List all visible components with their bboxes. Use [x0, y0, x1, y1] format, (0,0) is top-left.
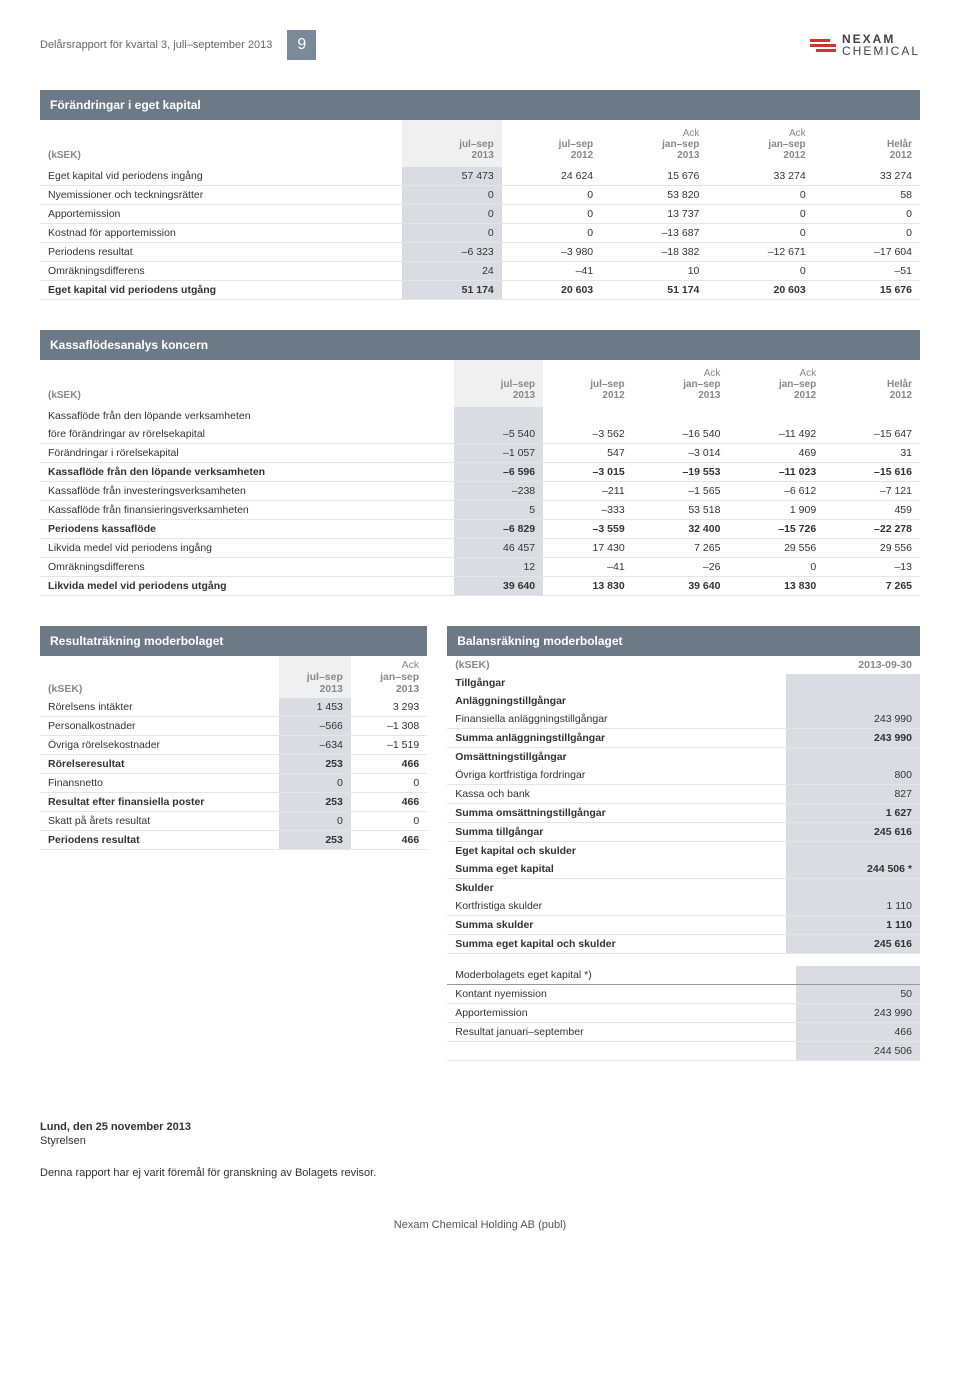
logo-bars-icon — [810, 39, 836, 52]
logo-text: NEXAM CHEMICAL — [842, 33, 920, 57]
equity-table: (kSEK)jul–sep2013jul–sep2012Ackjan–sep20… — [40, 120, 920, 300]
page-header: Delårsrapport för kvartal 3, juli–septem… — [40, 30, 920, 60]
header-left: Delårsrapport för kvartal 3, juli–septem… — [40, 30, 316, 60]
balance-parent-table: (kSEK) 2013-09-30 TillgångarAnläggningst… — [447, 656, 920, 954]
auditor-note: Denna rapport har ej varit föremål för g… — [40, 1167, 920, 1179]
page: Delårsrapport för kvartal 3, juli–septem… — [0, 0, 960, 1261]
table-income-parent: Resultaträkning moderbolaget (kSEK)jul–s… — [40, 626, 427, 850]
table-cashflow: Kassaflödesanalys koncern (kSEK)jul–sep2… — [40, 330, 920, 596]
table-title: Resultaträkning moderbolaget — [40, 626, 427, 656]
table-title: Balansräkning moderbolaget — [457, 634, 622, 648]
balance-date: 2013-09-30 — [786, 656, 920, 674]
table-equity-changes: Förändringar i eget kapital (kSEK)jul–se… — [40, 90, 920, 300]
signatory: Styrelsen — [40, 1135, 920, 1147]
ksek-label: (kSEK) — [447, 656, 786, 674]
income-parent-table: (kSEK)jul–sep2013Ackjan–sep2013 Rörelsen… — [40, 656, 427, 850]
report-title: Delårsrapport för kvartal 3, juli–septem… — [40, 39, 272, 51]
date-line: Lund, den 25 november 2013 — [40, 1121, 920, 1133]
table-title: Förändringar i eget kapital — [40, 90, 920, 120]
left-column: Resultaträkning moderbolaget (kSEK)jul–s… — [40, 626, 427, 880]
cashflow-table: (kSEK)jul–sep2013jul–sep2012Ackjan–sep20… — [40, 360, 920, 596]
company-logo: NEXAM CHEMICAL — [810, 33, 920, 57]
page-number: 9 — [287, 30, 316, 60]
footer-signoff: Lund, den 25 november 2013 Styrelsen — [40, 1121, 920, 1147]
balance-footnote-table: Moderbolagets eget kapital *)Kontant nye… — [447, 966, 920, 1061]
table-title: Kassaflödesanalys koncern — [40, 330, 920, 360]
two-column-section: Resultaträkning moderbolaget (kSEK)jul–s… — [40, 626, 920, 1091]
company-footer: Nexam Chemical Holding AB (publ) — [40, 1219, 920, 1231]
table-balance-parent: Balansräkning moderbolaget (kSEK) 2013-0… — [447, 626, 920, 1061]
table-title-bar: Balansräkning moderbolaget — [447, 626, 920, 656]
right-column: Balansräkning moderbolaget (kSEK) 2013-0… — [447, 626, 920, 1091]
